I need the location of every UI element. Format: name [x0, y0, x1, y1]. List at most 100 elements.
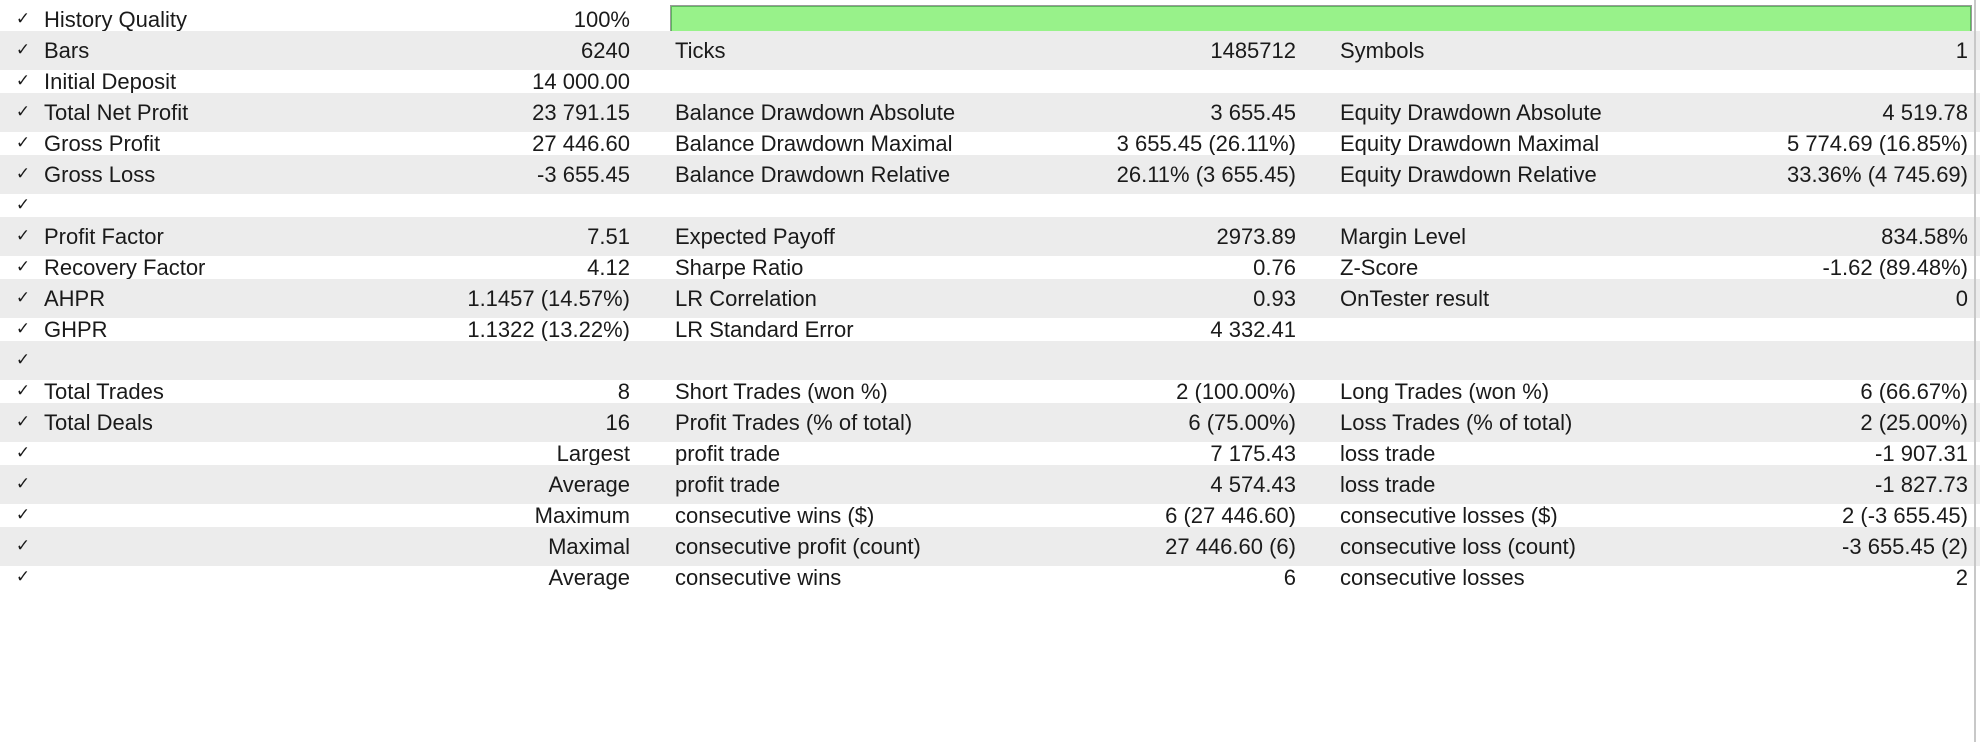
- report-row[interactable]: ✓ Total Trades 8 Short Trades (won %) 2 (100…: [0, 372, 1980, 411]
- metric-value: 14 000.00: [532, 69, 630, 94]
- report-row[interactable]: ✓: [0, 186, 1980, 225]
- metric-label: GHPR: [44, 317, 108, 342]
- metric-value: 6 (27 446.60): [1165, 503, 1296, 528]
- checkmark-icon: ✓: [15, 474, 31, 494]
- checkmark-icon: ✓: [15, 505, 31, 525]
- metric-label: profit trade: [675, 472, 781, 497]
- report-row[interactable]: ✓ Gross Loss -3 655.45 Balance Drawdown Rel…: [0, 155, 1980, 194]
- checkmark-icon: ✓: [15, 412, 31, 432]
- metric-value: 0: [1955, 286, 1968, 311]
- metric-label: Balance Drawdown Maximal: [675, 131, 953, 156]
- metric-label: loss trade: [1340, 472, 1436, 497]
- metric-value: -3 655.45 (2): [1842, 534, 1968, 559]
- metric-value: 7 175.43: [1210, 441, 1296, 466]
- metric-value: 8: [617, 379, 630, 404]
- report-row[interactable]: ✓ GHPR 1.1322 (13.22%) LR Standard Error 4 3…: [0, 310, 1980, 349]
- metric-label: Total Deals: [44, 410, 153, 435]
- metric-value: 7.51: [587, 224, 630, 249]
- metric-value: 0.76: [1253, 255, 1296, 280]
- report-row[interactable]: ✓ Profit Factor 7.51 Expected Payoff 2973.89…: [0, 217, 1980, 256]
- metric-label: Profit Factor: [44, 224, 164, 249]
- metric-value: 6 (66.67%): [1860, 379, 1968, 404]
- report-row[interactable]: ✓ Total Deals 16 Profit Trades (% of total)…: [0, 403, 1980, 442]
- metric-value: -1.62 (89.48%): [1822, 255, 1968, 280]
- metric-label: consecutive wins: [675, 565, 842, 590]
- metric-label: profit trade: [675, 441, 781, 466]
- metric-value: 4 574.43: [1210, 472, 1296, 497]
- checkmark-icon: ✓: [15, 288, 31, 308]
- history-quality-bar: [670, 5, 1972, 35]
- checkmark-icon: ✓: [15, 443, 31, 463]
- metric-label: Z-Score: [1340, 255, 1419, 280]
- metric-label: Loss Trades (% of total): [1340, 410, 1573, 435]
- report-row[interactable]: ✓ AHPR 1.1457 (14.57%) LR Correlation 0.93 On…: [0, 279, 1980, 318]
- metric-value: 26.11% (3 655.45): [1116, 162, 1296, 187]
- report-row[interactable]: ✓ Recovery Factor 4.12 Sharpe Ratio 0.76 Z-Sc…: [0, 248, 1980, 287]
- report-row[interactable]: ✓ Maximal consecutive profit (count) 27 446…: [0, 527, 1980, 566]
- metric-value: 834.58%: [1881, 224, 1968, 249]
- metric-value: 3 655.45 (26.11%): [1116, 131, 1296, 156]
- metric-label: Initial Deposit: [44, 69, 177, 94]
- metric-value: -1 907.31: [1875, 441, 1968, 466]
- metric-label: Symbols: [1340, 38, 1425, 63]
- metric-label: AHPR: [44, 286, 106, 311]
- metric-label: consecutive loss (count): [1340, 534, 1576, 559]
- checkmark-icon: ✓: [15, 226, 31, 246]
- checkmark-icon: ✓: [15, 9, 31, 29]
- checkmark-icon: ✓: [15, 71, 31, 91]
- metric-value: 4 332.41: [1210, 317, 1296, 342]
- metric-value: 3 655.45: [1210, 100, 1296, 125]
- metric-label: Expected Payoff: [675, 224, 835, 249]
- report-row[interactable]: ✓ Gross Profit 27 446.60 Balance Drawdown M…: [0, 124, 1980, 163]
- metric-label: Long Trades (won %): [1340, 379, 1550, 404]
- metric-value: 27 446.60 (6): [1165, 534, 1296, 559]
- metric-label: [44, 558, 364, 597]
- history-quality-row[interactable]: ✓ History Quality 100%: [0, 0, 1980, 39]
- metric-value: 33.36% (4 745.69): [1786, 162, 1968, 187]
- metric-value: 1: [1955, 38, 1968, 63]
- metric-value: 2 (25.00%): [1860, 410, 1968, 435]
- metric-value: Average: [548, 472, 630, 497]
- report-row[interactable]: ✓ Average consecutive wins 6 consecutive los…: [0, 558, 1980, 597]
- metric-value: 5 774.69 (16.85%): [1786, 131, 1968, 156]
- metric-value: 2973.89: [1216, 224, 1296, 249]
- metric-value: 1.1457 (14.57%): [467, 286, 630, 311]
- metric-label: LR Standard Error: [675, 317, 854, 342]
- checkmark-icon: ✓: [15, 257, 31, 277]
- metric-value: 2 (100.00%): [1176, 379, 1296, 404]
- report-row[interactable]: ✓ Average profit trade 4 574.43 loss trade -1…: [0, 465, 1980, 504]
- metric-value: 4.12: [587, 255, 630, 280]
- report-row[interactable]: ✓ Initial Deposit 14 000.00: [0, 62, 1980, 101]
- metric-label: Equity Drawdown Maximal: [1340, 131, 1600, 156]
- report-row[interactable]: ✓ Bars 6240 Ticks 1485712 Symbols 1: [0, 31, 1980, 70]
- report-row[interactable]: ✓ Total Net Profit 23 791.15 Balance Drawdo…: [0, 93, 1980, 132]
- metric-label: Sharpe Ratio: [675, 255, 804, 280]
- metric-value: 1.1322 (13.22%): [467, 317, 630, 342]
- metric-label: Bars: [44, 38, 90, 63]
- history-quality-bar-fill: [671, 6, 1971, 34]
- checkmark-icon: ✓: [15, 350, 31, 370]
- metric-label: Recovery Factor: [44, 255, 206, 280]
- metric-value: 0.93: [1253, 286, 1296, 311]
- metric-label: Short Trades (won %): [675, 379, 888, 404]
- metric-value: Maximum: [534, 503, 630, 528]
- metric-label: consecutive losses ($): [1340, 503, 1558, 528]
- metric-label: Gross Profit: [44, 131, 161, 156]
- report-row[interactable]: ✓: [0, 341, 1980, 380]
- checkmark-icon: ✓: [15, 567, 31, 587]
- checkmark-icon: ✓: [15, 319, 31, 339]
- report-row[interactable]: ✓ Maximum consecutive wins ($) 6 (27 446.60…: [0, 496, 1980, 535]
- metric-value: Average: [548, 565, 630, 590]
- metric-label: Balance Drawdown Relative: [675, 162, 951, 187]
- metric-label: Equity Drawdown Absolute: [1340, 100, 1602, 125]
- metric-value: 27 446.60: [532, 131, 630, 156]
- metric-label: Profit Trades (% of total): [675, 410, 913, 435]
- report-row[interactable]: ✓ Largest profit trade 7 175.43 loss trade -1…: [0, 434, 1980, 473]
- metric-label: Equity Drawdown Relative: [1340, 162, 1597, 187]
- checkmark-icon: ✓: [15, 381, 31, 401]
- checkmark-icon: ✓: [15, 195, 31, 215]
- metric-value: Maximal: [548, 534, 630, 559]
- metric-label: OnTester result: [1340, 286, 1490, 311]
- metric-label: Gross Loss: [44, 162, 156, 187]
